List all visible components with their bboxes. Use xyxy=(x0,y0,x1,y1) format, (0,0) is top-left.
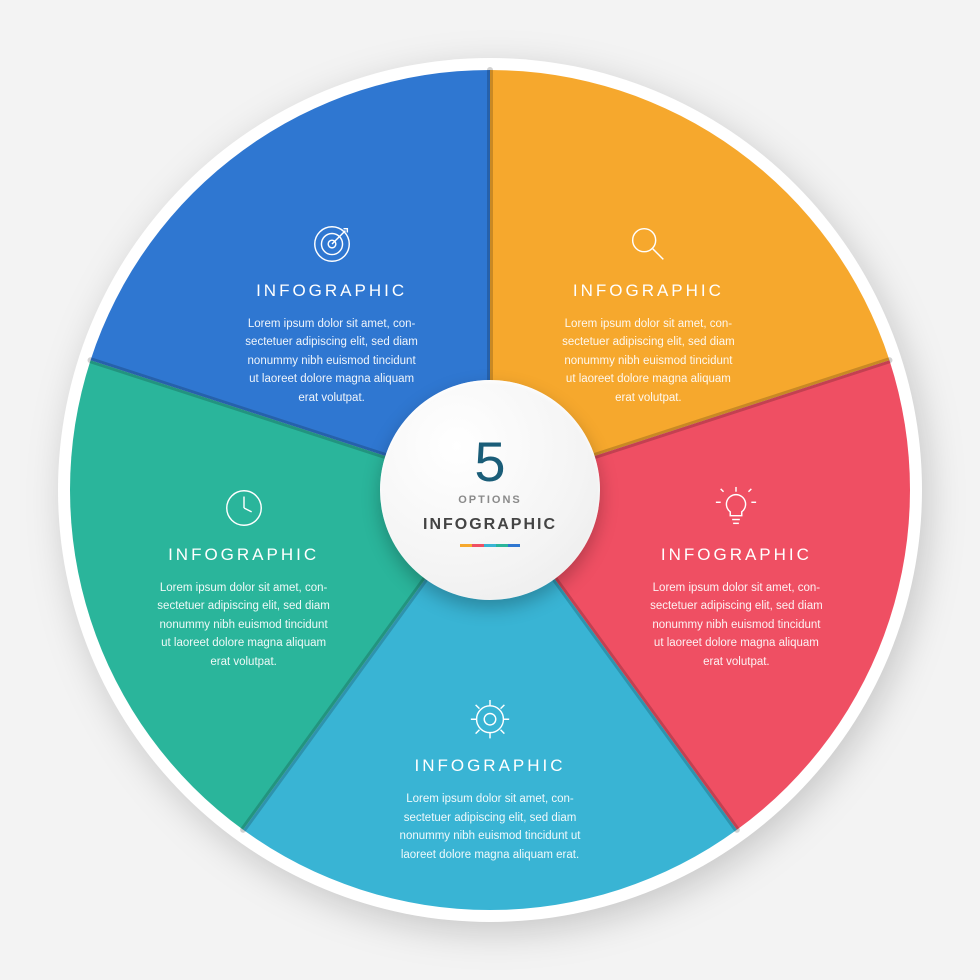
infographic-wheel: INFOGRAPHICLorem ipsum dolor sit amet, c… xyxy=(50,50,930,930)
center-options-label: OPTIONS xyxy=(458,494,522,506)
center-number: 5 xyxy=(474,434,505,490)
center-color-bar xyxy=(460,544,520,547)
center-title: INFOGRAPHIC xyxy=(423,516,557,534)
center-disc: 5 OPTIONS INFOGRAPHIC xyxy=(380,380,600,600)
